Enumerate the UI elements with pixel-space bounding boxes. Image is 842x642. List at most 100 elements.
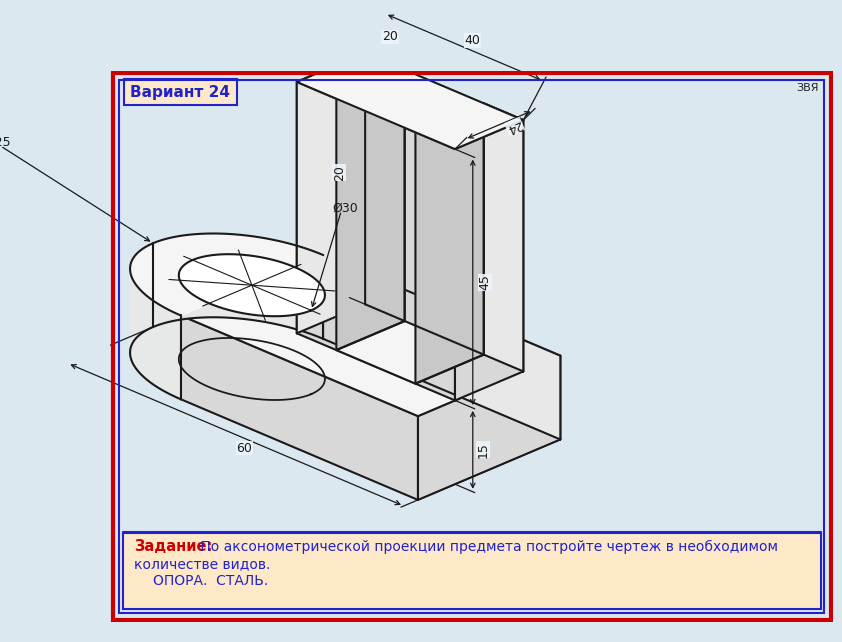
Polygon shape [130, 234, 323, 315]
Polygon shape [231, 234, 236, 318]
Polygon shape [161, 239, 164, 324]
Polygon shape [154, 241, 157, 326]
Polygon shape [323, 255, 560, 440]
Text: По аксонометрической проекции предмета постройте чертеж в необходимом: По аксонометрической проекции предмета п… [196, 540, 778, 554]
Polygon shape [208, 234, 212, 317]
Polygon shape [141, 291, 143, 377]
Polygon shape [157, 241, 161, 325]
Polygon shape [133, 257, 134, 343]
Text: ОПОРА.  СТАЛЬ.: ОПОРА. СТАЛЬ. [153, 574, 269, 588]
Polygon shape [153, 301, 157, 386]
Polygon shape [296, 53, 365, 333]
Text: 45: 45 [478, 274, 492, 290]
Polygon shape [306, 248, 311, 334]
Polygon shape [250, 236, 255, 320]
Polygon shape [159, 305, 163, 390]
Text: Задание:: Задание: [134, 539, 212, 554]
Polygon shape [221, 234, 226, 318]
Polygon shape [296, 53, 524, 149]
Polygon shape [484, 103, 524, 372]
Polygon shape [139, 289, 141, 374]
Polygon shape [171, 237, 174, 322]
Polygon shape [174, 236, 179, 321]
Polygon shape [177, 314, 181, 399]
Polygon shape [181, 315, 418, 500]
Polygon shape [133, 281, 135, 367]
Polygon shape [199, 234, 203, 318]
Polygon shape [265, 238, 269, 323]
Polygon shape [143, 293, 146, 379]
Polygon shape [144, 247, 147, 332]
Polygon shape [132, 279, 133, 364]
Polygon shape [136, 252, 138, 338]
Polygon shape [255, 237, 260, 321]
Text: 15: 15 [477, 442, 489, 458]
Polygon shape [149, 244, 152, 329]
Polygon shape [280, 241, 284, 326]
Polygon shape [137, 286, 139, 372]
Polygon shape [284, 242, 289, 327]
Polygon shape [135, 254, 136, 340]
Polygon shape [131, 259, 133, 345]
Bar [123, 533, 821, 609]
Polygon shape [164, 239, 168, 323]
Polygon shape [302, 247, 306, 333]
Polygon shape [260, 238, 265, 322]
Polygon shape [157, 303, 159, 388]
Polygon shape [134, 256, 135, 341]
Text: 40: 40 [465, 34, 481, 47]
Polygon shape [415, 103, 524, 149]
Text: 20: 20 [382, 30, 398, 44]
Polygon shape [217, 234, 221, 317]
Polygon shape [169, 310, 173, 395]
Polygon shape [195, 234, 199, 318]
Polygon shape [336, 70, 405, 350]
Text: Вариант 24: Вариант 24 [131, 85, 231, 100]
FancyBboxPatch shape [124, 79, 237, 105]
Polygon shape [152, 243, 154, 327]
Polygon shape [190, 234, 195, 318]
Polygon shape [142, 248, 144, 333]
Text: количестве видов.: количестве видов. [134, 557, 270, 571]
Polygon shape [296, 53, 405, 99]
Text: Ø30: Ø30 [332, 202, 358, 215]
Polygon shape [296, 82, 455, 401]
Polygon shape [186, 234, 190, 319]
Text: 60: 60 [237, 442, 253, 455]
Polygon shape [315, 252, 319, 337]
Polygon shape [203, 234, 208, 317]
Text: 20: 20 [333, 165, 346, 180]
Polygon shape [212, 234, 217, 317]
Polygon shape [147, 245, 149, 330]
Polygon shape [246, 236, 250, 320]
Polygon shape [182, 235, 186, 319]
Polygon shape [168, 238, 171, 322]
Text: R25: R25 [0, 136, 11, 149]
Polygon shape [274, 240, 280, 325]
Polygon shape [226, 234, 231, 318]
Polygon shape [163, 306, 166, 392]
Polygon shape [319, 254, 323, 339]
Polygon shape [415, 103, 484, 384]
Polygon shape [365, 53, 405, 321]
Polygon shape [418, 356, 560, 500]
Polygon shape [293, 245, 298, 330]
Polygon shape [289, 243, 293, 329]
Polygon shape [269, 239, 274, 324]
Polygon shape [236, 234, 241, 318]
Polygon shape [173, 312, 177, 397]
Text: 24: 24 [504, 117, 525, 135]
Polygon shape [181, 255, 560, 416]
Polygon shape [136, 284, 137, 370]
Text: ЗВЯ: ЗВЯ [797, 83, 819, 93]
Polygon shape [148, 297, 151, 383]
Polygon shape [138, 251, 140, 336]
Polygon shape [298, 246, 302, 331]
Polygon shape [151, 299, 153, 385]
Polygon shape [166, 308, 169, 394]
Polygon shape [146, 295, 148, 381]
Polygon shape [455, 120, 524, 401]
Polygon shape [241, 235, 246, 319]
Polygon shape [179, 254, 325, 317]
Polygon shape [135, 282, 136, 369]
